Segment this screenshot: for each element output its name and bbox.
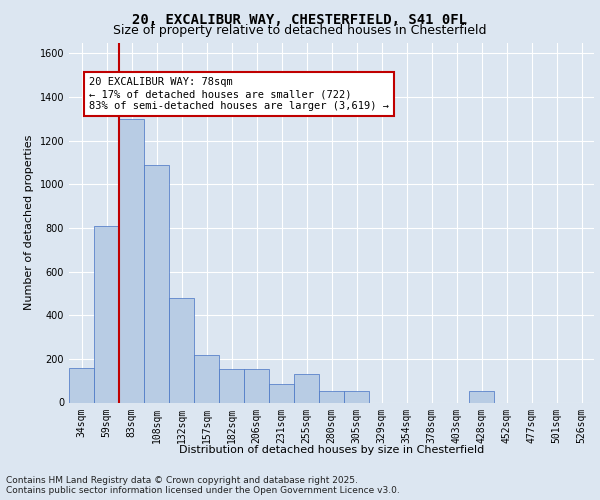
Text: Contains HM Land Registry data © Crown copyright and database right 2025.
Contai: Contains HM Land Registry data © Crown c…	[6, 476, 400, 495]
Bar	[319, 390, 344, 402]
Bar	[144, 164, 169, 402]
Text: 20 EXCALIBUR WAY: 78sqm
← 17% of detached houses are smaller (722)
83% of semi-d: 20 EXCALIBUR WAY: 78sqm ← 17% of detache…	[89, 78, 389, 110]
Bar	[344, 390, 369, 402]
Bar	[94, 226, 119, 402]
Bar	[219, 368, 244, 402]
Text: 20, EXCALIBUR WAY, CHESTERFIELD, S41 0FL: 20, EXCALIBUR WAY, CHESTERFIELD, S41 0FL	[133, 12, 467, 26]
Bar	[269, 384, 294, 402]
Bar	[294, 374, 319, 402]
X-axis label: Distribution of detached houses by size in Chesterfield: Distribution of detached houses by size …	[179, 446, 484, 456]
Bar	[119, 119, 144, 403]
Y-axis label: Number of detached properties: Number of detached properties	[24, 135, 34, 310]
Bar	[169, 298, 194, 403]
Bar	[69, 368, 94, 402]
Text: Size of property relative to detached houses in Chesterfield: Size of property relative to detached ho…	[113, 24, 487, 37]
Bar	[469, 390, 494, 402]
Bar	[194, 354, 219, 403]
Bar	[244, 368, 269, 402]
